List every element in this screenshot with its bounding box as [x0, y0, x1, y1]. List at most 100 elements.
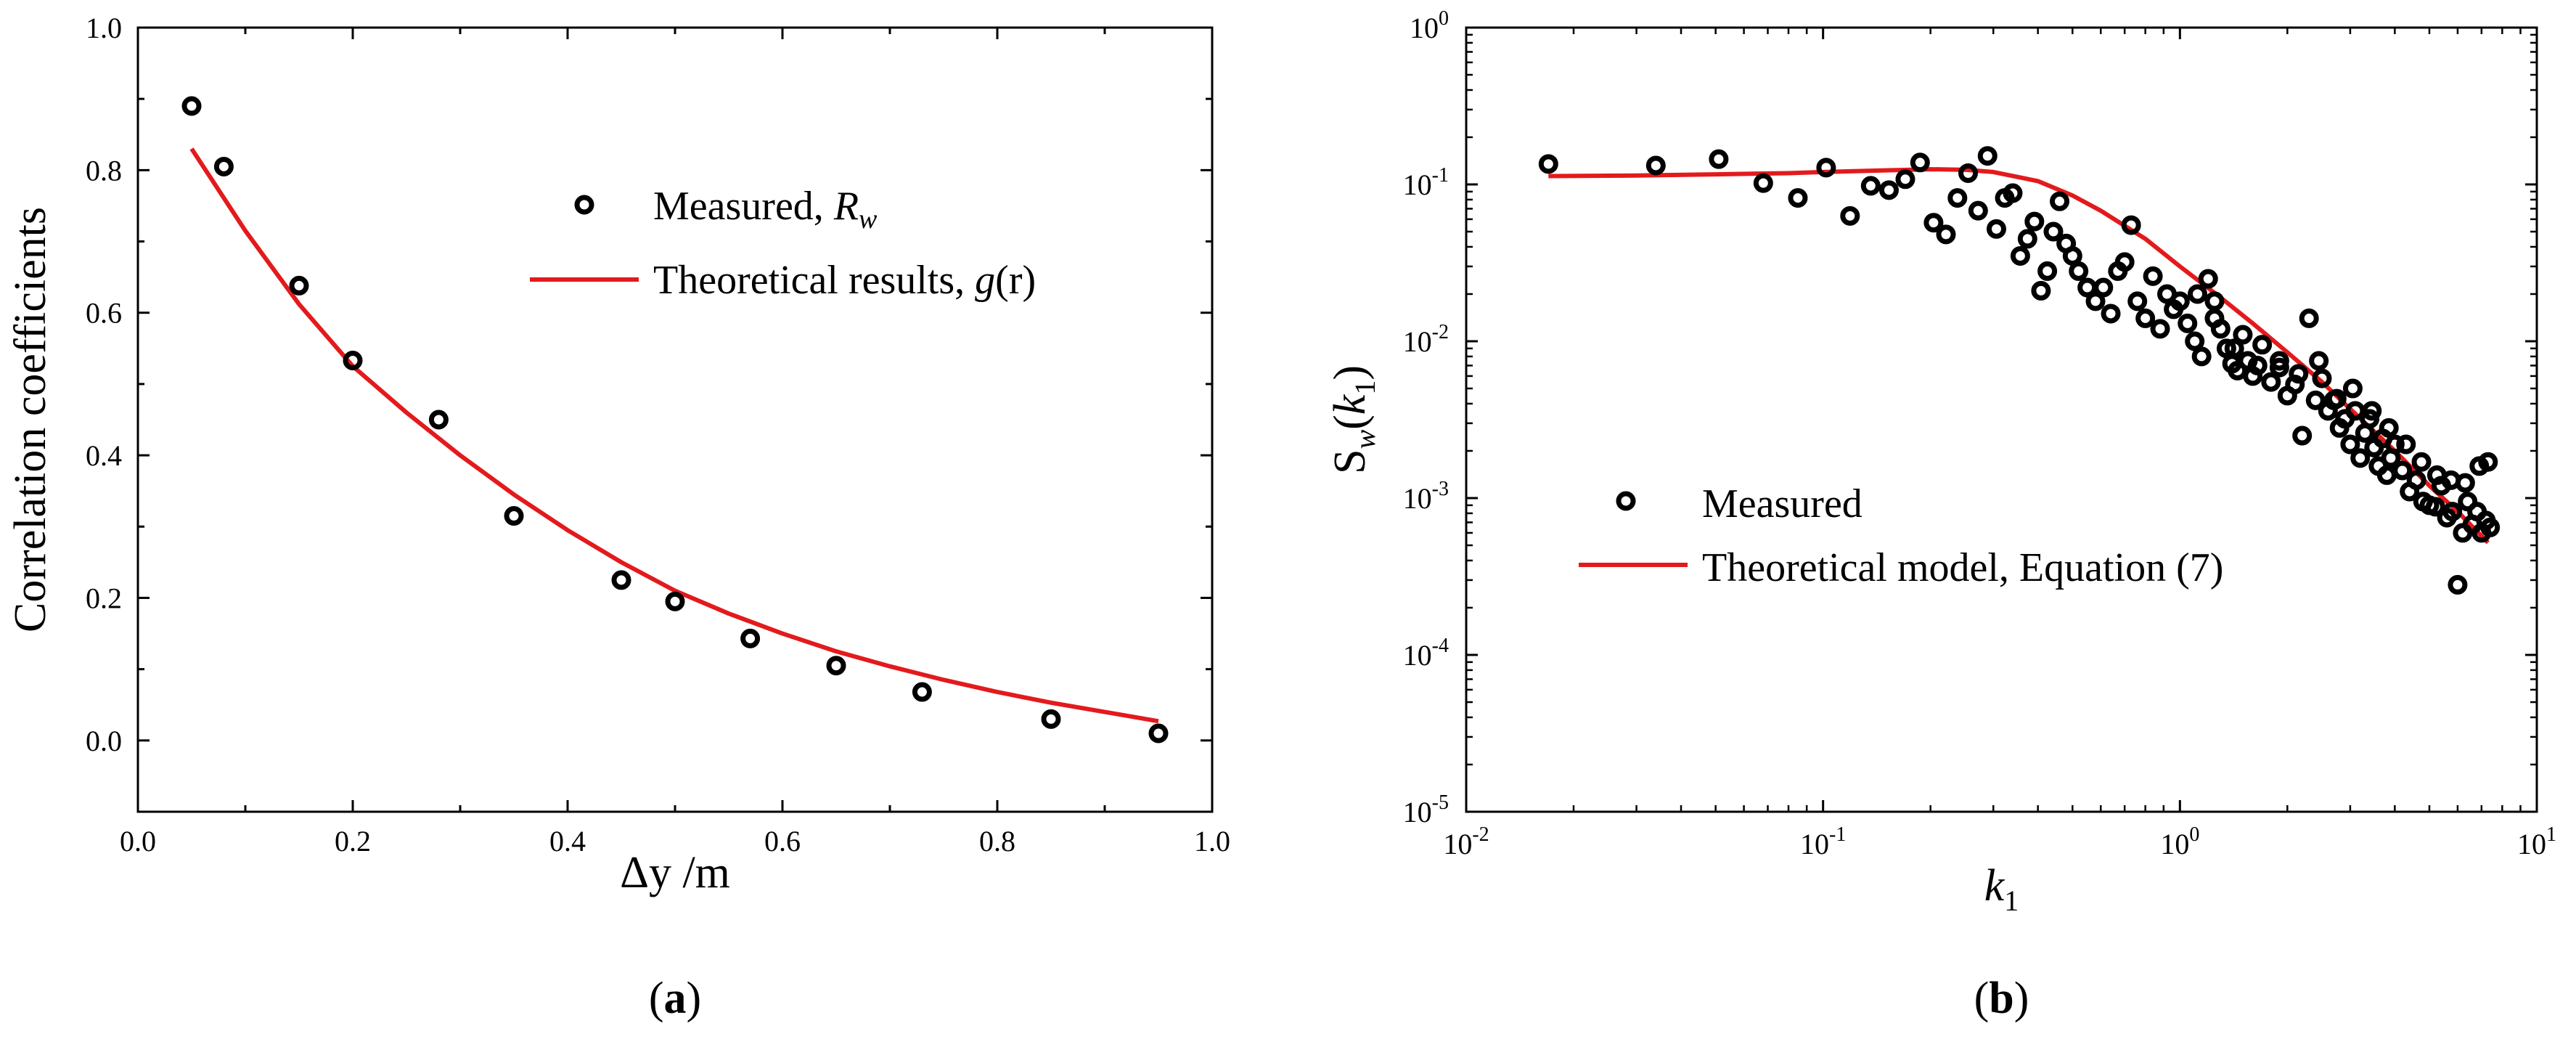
legend-label-measured-a: Measured, Rw — [653, 184, 878, 235]
y-tick-label-b: 10-3 — [1403, 478, 1449, 515]
legend-a: Measured, Rw Theoretical results, g(r) — [530, 184, 1036, 303]
measured-point-a — [504, 506, 524, 526]
legend-sub-a: w — [859, 204, 878, 235]
measured-point-b — [2233, 325, 2253, 345]
panel-paren-close-a: ) — [687, 974, 702, 1023]
y-tick-label-b: 10-5 — [1403, 791, 1449, 828]
x-tick-exp-b: -2 — [1472, 823, 1489, 846]
y-tick-exp-b: -2 — [1432, 321, 1449, 343]
measured-point-a — [181, 96, 202, 116]
panel-b: 10-2 10-1 100 10110-510-410-310-210-1100k1S… — [1325, 7, 2556, 1023]
measured-point-b — [2442, 502, 2463, 522]
measured-point-a — [912, 682, 932, 702]
measured-point-b — [2292, 425, 2313, 446]
measured-point-b — [2269, 351, 2289, 371]
measured-point-b — [2127, 291, 2148, 311]
measured-point-b — [1645, 155, 1666, 176]
y-tick-base-b: 10 — [1403, 796, 1432, 828]
measured-point-b — [2017, 229, 2037, 249]
measured-point-b — [2326, 388, 2347, 409]
x-tick-label-b: 100 — [2160, 823, 2199, 860]
measured-point-b — [2010, 245, 2030, 266]
legend-b: Measured Theoretical model, Equation (7) — [1579, 481, 2223, 590]
y-tick-base-b: 10 — [1410, 12, 1439, 44]
x-tick-label-a: 1.0 — [1194, 825, 1230, 857]
y-tick-exp-b: -3 — [1432, 478, 1449, 500]
x-tick-label-a: 0.8 — [979, 825, 1015, 857]
measured-point-b — [1538, 154, 1558, 174]
measured-point-b — [2425, 497, 2445, 517]
measured-point-b — [2204, 291, 2225, 311]
measured-point-a — [1041, 709, 1061, 729]
measured-point-b — [2170, 291, 2190, 311]
panel-letter-b: b — [1989, 974, 2013, 1023]
measured-point-b — [2069, 261, 2089, 281]
legend-label-theory-a: Theoretical results, g(r) — [653, 258, 1036, 303]
measured-point-b — [1986, 219, 2006, 239]
y-tick-base-b: 10 — [1403, 168, 1432, 201]
measured-point-b — [2143, 266, 2163, 286]
y-tick-base-b: 10 — [1403, 482, 1432, 515]
x-tick-label-a: 0.6 — [764, 825, 801, 857]
measured-point-b — [2305, 390, 2326, 410]
panel-paren-close-b: ) — [2014, 974, 2029, 1023]
y-tick-exp-b: -5 — [1432, 791, 1449, 814]
measured-point-a — [740, 628, 761, 648]
y-tick-exp-b: 0 — [1439, 7, 1449, 30]
measured-point-b — [2340, 434, 2360, 455]
measured-point-b — [2411, 452, 2432, 472]
legend-label-measured-b: Measured — [1702, 481, 1863, 526]
panel-a: 0.0 0.2 0.4 0.6 0.8 1.0 0.0 0.2 0.4 0.6 0.8 1.0 Δy /… — [6, 12, 1230, 1023]
measured-point-b — [1816, 158, 1836, 178]
y-tick-label-b: 10-2 — [1403, 321, 1449, 358]
y-label-sub-w-b: w — [1349, 430, 1381, 449]
measured-point-a — [343, 351, 363, 371]
measured-point-b — [2003, 183, 2023, 203]
panel-label-b: (b) — [1974, 974, 2029, 1023]
y-label-open-b: ( — [1325, 415, 1375, 430]
measured-point-b — [2289, 364, 2309, 384]
measured-point-b — [2480, 517, 2501, 537]
measured-point-b — [1936, 224, 1956, 245]
y-label-sub-1-b: 1 — [1349, 380, 1381, 395]
legend-italic-a: g — [975, 258, 995, 303]
measured-point-b — [2342, 378, 2363, 399]
measured-point-b — [2185, 331, 2205, 351]
panel-label-a: (a) — [649, 974, 701, 1023]
x-axis-label-b: k1 — [1984, 861, 2019, 917]
measured-point-b — [1788, 188, 1808, 208]
measured-point-a — [213, 156, 234, 176]
measured-point-b — [1709, 149, 1729, 169]
measured-point-b — [2031, 280, 2051, 301]
measured-point-b — [1923, 213, 1944, 233]
y-tick-label-a: 1.0 — [86, 12, 122, 44]
measured-point-b — [2188, 284, 2208, 304]
panel-letter-a: a — [664, 974, 687, 1023]
measured-point-b — [2224, 338, 2244, 359]
x-tick-exp-b: -1 — [1829, 823, 1846, 846]
theory-line-b — [1548, 167, 2490, 545]
y-axis-label-b: Sw(k1) — [1325, 365, 1381, 474]
measured-point-b — [2210, 319, 2231, 339]
y-tick-exp-b: -4 — [1432, 635, 1449, 657]
measured-point-a — [428, 410, 449, 430]
measured-point-b — [1958, 163, 1979, 183]
y-label-close-b: ) — [1325, 365, 1375, 380]
measured-point-b — [2478, 452, 2498, 472]
measured-point-b — [2252, 335, 2273, 355]
measured-point-b — [1910, 152, 1930, 173]
y-tick-label-a: 0.4 — [86, 439, 122, 472]
x-tick-base-b: 10 — [2160, 828, 2189, 860]
panel-paren-open-a: ( — [649, 974, 664, 1023]
legend-text-a: Theoretical results, — [653, 258, 975, 303]
y-label-k-b: k — [1325, 394, 1375, 415]
plot-frame-a — [136, 26, 1214, 813]
x-tick-label-b: 10-2 — [1443, 823, 1489, 860]
measured-point-b — [2384, 434, 2405, 455]
x-tick-label-a: 0.0 — [120, 825, 156, 857]
x-tick-base-b: 10 — [1443, 828, 1472, 860]
y-tick-label-b: 10-4 — [1403, 635, 1449, 672]
legend-marker-measured-a — [574, 195, 594, 215]
x-tick-exp-b: 1 — [2546, 823, 2556, 846]
legend-text-a: Measured, — [653, 184, 834, 229]
